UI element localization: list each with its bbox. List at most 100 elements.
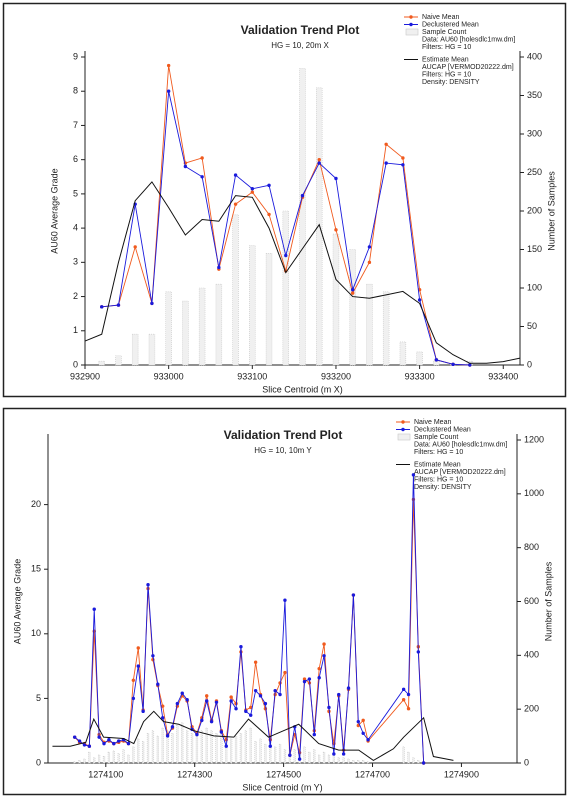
series-marker bbox=[300, 193, 305, 198]
series-marker bbox=[302, 679, 307, 684]
legend-label: Declustered Mean bbox=[414, 426, 471, 433]
series-marker bbox=[244, 709, 248, 714]
series-marker bbox=[150, 301, 154, 306]
panel-frame bbox=[2, 2, 567, 398]
series-marker bbox=[401, 163, 405, 167]
y2-axis-label: Number of Samples bbox=[546, 171, 556, 251]
bar bbox=[115, 355, 122, 366]
y-tick-label: 5 bbox=[36, 693, 41, 703]
legend-marker bbox=[409, 22, 413, 27]
series-marker bbox=[151, 654, 155, 658]
bar bbox=[215, 733, 218, 764]
series-marker bbox=[434, 358, 439, 362]
bar bbox=[407, 751, 410, 764]
y2-axis-label: Number of Samples bbox=[543, 561, 553, 641]
series-marker bbox=[72, 735, 77, 739]
x-axis-label: Slice Centroid (m Y) bbox=[242, 782, 322, 792]
y2-tick-label: 0 bbox=[527, 359, 532, 369]
bar bbox=[308, 751, 311, 764]
bar bbox=[417, 760, 420, 764]
legend-label: Declustered Mean bbox=[422, 21, 479, 28]
series-marker bbox=[170, 725, 175, 729]
series-marker bbox=[283, 598, 287, 602]
bar bbox=[161, 727, 164, 764]
y-tick-label: 7 bbox=[73, 120, 78, 130]
series-marker bbox=[195, 732, 199, 737]
bar bbox=[352, 760, 355, 764]
legend-note: Data: AU60 [holesdlc1mw.dm] bbox=[414, 441, 507, 448]
x-tick-label: 933400 bbox=[488, 371, 518, 381]
bar bbox=[97, 754, 101, 764]
x-tick-label: 933300 bbox=[405, 371, 435, 381]
y-tick-label: 20 bbox=[31, 499, 41, 509]
series-marker bbox=[116, 739, 121, 743]
bar bbox=[73, 761, 76, 764]
bar bbox=[362, 760, 365, 764]
series-marker bbox=[421, 761, 426, 765]
series-marker bbox=[166, 63, 171, 68]
y2-tick-label: 250 bbox=[527, 167, 542, 177]
bar bbox=[299, 68, 306, 366]
series-marker bbox=[224, 744, 228, 748]
series-marker bbox=[337, 692, 341, 697]
series-marker bbox=[411, 497, 416, 502]
series-marker bbox=[100, 305, 104, 309]
series-marker bbox=[384, 142, 388, 146]
series-marker bbox=[268, 744, 272, 748]
series-marker bbox=[350, 291, 355, 295]
series-marker bbox=[312, 732, 316, 737]
legend-label: Estimate Mean bbox=[422, 56, 469, 63]
series-marker bbox=[205, 694, 209, 698]
series-marker bbox=[249, 713, 253, 717]
series-marker bbox=[234, 707, 238, 711]
bar bbox=[122, 749, 125, 764]
bar bbox=[259, 738, 262, 764]
series-marker bbox=[278, 681, 282, 685]
series-marker bbox=[361, 718, 365, 723]
bar bbox=[416, 351, 423, 366]
series-marker bbox=[253, 660, 258, 664]
bar bbox=[137, 738, 140, 764]
bar bbox=[322, 751, 326, 764]
legend-marker bbox=[401, 420, 405, 424]
series-marker bbox=[219, 730, 224, 734]
bar bbox=[366, 761, 370, 764]
series-marker bbox=[185, 697, 189, 702]
bar bbox=[83, 758, 86, 764]
series-marker bbox=[401, 156, 405, 160]
bar bbox=[98, 360, 105, 366]
series-marker bbox=[317, 157, 321, 162]
series-marker bbox=[233, 173, 238, 177]
series-marker bbox=[332, 752, 336, 756]
series-marker bbox=[229, 695, 233, 699]
series-marker bbox=[253, 688, 258, 693]
series-marker bbox=[468, 363, 472, 367]
y-tick-label: 2 bbox=[73, 291, 78, 301]
series-marker bbox=[288, 753, 292, 757]
legend-label: Naive Mean bbox=[422, 14, 459, 21]
y2-tick-label: 100 bbox=[527, 282, 542, 292]
legend-note: AUCAP [VERMOD20222.dm] bbox=[414, 469, 506, 476]
series-marker bbox=[346, 686, 351, 690]
y2-tick-label: 300 bbox=[527, 128, 542, 138]
legend-note: AUCAP [VERMOD20222.dm] bbox=[422, 64, 514, 71]
series-marker bbox=[367, 260, 372, 265]
series-marker bbox=[217, 265, 221, 270]
series-marker bbox=[77, 739, 82, 743]
series-marker bbox=[401, 687, 406, 692]
y2-tick-label: 400 bbox=[524, 650, 539, 660]
bar bbox=[200, 730, 203, 764]
chart-title: Validation Trend Plot bbox=[241, 23, 360, 37]
x-tick-label: 1274900 bbox=[444, 769, 479, 779]
series-marker bbox=[200, 156, 204, 160]
y-tick-label: 8 bbox=[73, 86, 78, 96]
series-marker bbox=[451, 362, 455, 367]
series-marker bbox=[112, 741, 116, 746]
series-marker bbox=[327, 705, 331, 710]
bar bbox=[332, 754, 336, 764]
bar bbox=[78, 760, 81, 764]
series-marker bbox=[166, 89, 171, 93]
chart-subtitle: HG = 10, 10m Y bbox=[254, 446, 312, 455]
series-marker bbox=[351, 593, 356, 597]
series-marker bbox=[361, 731, 365, 735]
